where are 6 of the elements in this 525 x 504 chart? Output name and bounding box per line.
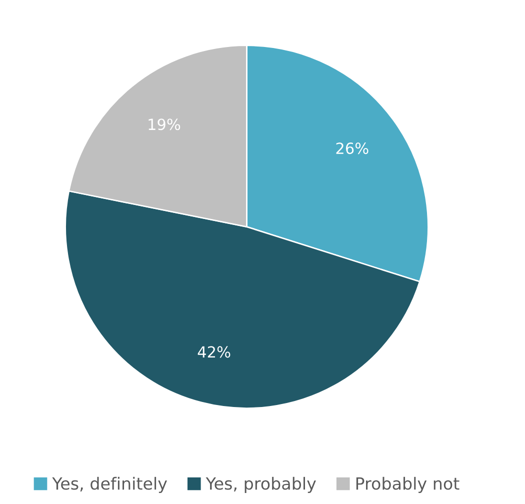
legend-label: Yes, probably	[206, 476, 316, 494]
data-label: 19%	[148, 118, 180, 130]
data-label: 26%	[336, 142, 368, 154]
legend-label: Probably not	[356, 476, 460, 494]
legend-label: Yes, definitely	[52, 476, 167, 494]
data-label: 42%	[198, 346, 230, 358]
